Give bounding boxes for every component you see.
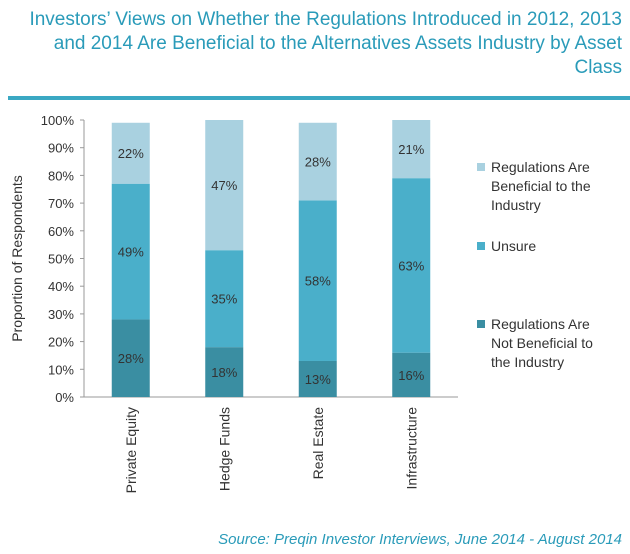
data-label: 47%	[211, 178, 237, 193]
y-tick-label: 20%	[48, 335, 74, 350]
bar-segment	[392, 120, 431, 179]
bar-segment	[298, 122, 337, 201]
y-tick-label: 30%	[48, 307, 74, 322]
y-tick-label: 60%	[48, 224, 74, 239]
source-note: Source: Preqin Investor Interviews, June…	[218, 531, 622, 548]
x-category-label: Real Estate	[310, 407, 326, 480]
legend-label: Unsure	[491, 238, 536, 254]
legend-label: Regulations Are Beneficial to the Industry	[491, 159, 591, 213]
bar-segment	[205, 120, 244, 251]
data-label: 49%	[118, 245, 144, 260]
x-category-label: Private Equity	[123, 407, 139, 493]
data-label: 13%	[305, 372, 331, 387]
y-tick-label: 50%	[48, 252, 74, 267]
data-label: 63%	[398, 258, 424, 273]
data-label: 28%	[305, 155, 331, 170]
source-text: Source: Preqin Investor Interviews, June…	[218, 531, 622, 548]
bar-segment	[111, 122, 150, 184]
data-label: 21%	[398, 142, 424, 157]
bar-segment	[392, 352, 431, 397]
y-tick-label: 10%	[48, 362, 74, 377]
legend-swatch	[477, 320, 485, 328]
bar-segment	[111, 183, 150, 320]
y-tick-label: 90%	[48, 141, 74, 156]
x-category-label: Infrastructure	[403, 407, 419, 490]
chart-title: Investors’ Views on Whether the Regulati…	[29, 9, 622, 78]
bar-segment	[111, 319, 150, 397]
bar-segment	[205, 347, 244, 397]
y-tick-label: 100%	[41, 113, 75, 128]
bar-segment	[205, 250, 244, 348]
y-tick-label: 80%	[48, 168, 74, 183]
legend-swatch	[477, 242, 485, 250]
data-label: 28%	[118, 351, 144, 366]
y-tick-label: 0%	[55, 390, 74, 405]
bar-segment	[298, 360, 337, 397]
bar-segment	[298, 200, 337, 361]
title-divider	[8, 96, 630, 100]
y-tick-label: 70%	[48, 196, 74, 211]
y-axis-title: Proportion of Respondents	[9, 175, 25, 342]
x-category-label: Hedge Funds	[216, 407, 232, 491]
legend-label: Regulations Are Not Beneficial to the Indu…	[491, 316, 593, 370]
data-label: 16%	[398, 368, 424, 383]
legend-swatch	[477, 163, 485, 171]
data-label: 58%	[305, 274, 331, 289]
bar-segment	[392, 178, 431, 353]
y-tick-label: 40%	[48, 279, 74, 294]
data-label: 18%	[211, 365, 237, 380]
data-label: 22%	[118, 146, 144, 161]
data-label: 35%	[211, 292, 237, 307]
